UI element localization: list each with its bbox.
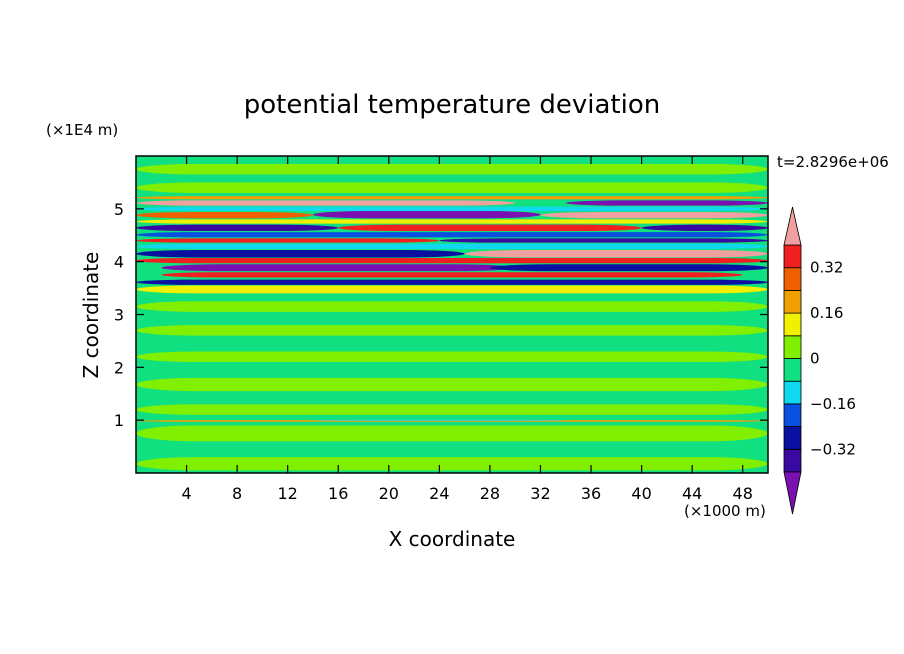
chart-title: potential temperature deviation — [244, 90, 660, 120]
colorbar-bottom-arrow — [783, 471, 802, 515]
contour-band — [161, 272, 743, 278]
x-tick-label: 48 — [733, 484, 753, 503]
x-tick-label: 16 — [328, 484, 348, 503]
y-tick-label: 4 — [114, 253, 124, 272]
contour-band — [136, 206, 768, 211]
colorbar-box — [783, 426, 802, 450]
x-tick-label: 4 — [181, 484, 191, 503]
contour-band — [136, 250, 465, 258]
colorbar-label: −0.32 — [810, 440, 856, 458]
contour-band — [136, 243, 768, 249]
x-tick-label: 36 — [581, 484, 601, 503]
x-axis-label: X coordinate — [389, 527, 516, 551]
contour-band — [489, 264, 768, 272]
contour-band — [136, 457, 768, 471]
contour-band — [338, 224, 642, 232]
x-tick-label: 8 — [232, 484, 242, 503]
contour-band — [439, 238, 768, 243]
x-tick-label: 28 — [480, 484, 500, 503]
contour-band — [136, 232, 768, 238]
colorbar-label: 0.16 — [810, 304, 843, 322]
contour-band — [136, 182, 768, 193]
y-tick-label: 1 — [114, 411, 124, 430]
contour-band — [136, 212, 313, 219]
contour-band — [136, 257, 768, 264]
contour-band — [136, 425, 768, 442]
contour-band — [136, 219, 768, 224]
contour-band — [565, 200, 768, 206]
colorbar-box — [783, 335, 802, 359]
x-tick-label: 24 — [429, 484, 449, 503]
x-tick-label: 12 — [278, 484, 298, 503]
contour-band — [464, 250, 768, 258]
contour-band — [136, 238, 440, 243]
contour-band — [136, 163, 768, 175]
contour-band — [136, 351, 768, 363]
contour-band — [136, 200, 516, 206]
y-tick-label: 5 — [114, 200, 124, 219]
contour-band — [312, 419, 566, 421]
colorbar-box — [783, 267, 802, 291]
contour-band — [136, 279, 768, 285]
colorbar: 0.32 0.16 0 −0.16 −0.32 — [783, 206, 856, 515]
contour-band — [136, 196, 768, 200]
colorbar-box — [783, 380, 802, 405]
x-tick-label: 44 — [682, 484, 702, 503]
y-tick-label: 2 — [114, 358, 124, 377]
y-tick-label: 3 — [114, 306, 124, 325]
contour-band — [161, 264, 516, 272]
plot-area — [136, 156, 768, 473]
colorbar-box — [783, 358, 802, 382]
x-axis: 4 8 12 16 20 24 28 32 36 40 44 48 — [181, 156, 753, 503]
colorbar-box — [783, 448, 802, 473]
time-label: t=2.8296e+06 — [777, 153, 889, 171]
contour-band — [136, 325, 768, 336]
contour-band — [136, 301, 768, 312]
colorbar-label: 0 — [810, 350, 820, 368]
x-tick-label: 32 — [530, 484, 550, 503]
x-tick-label: 20 — [379, 484, 399, 503]
colorbar-label: −0.16 — [810, 395, 856, 413]
y-axis: 1 2 3 4 5 — [114, 200, 768, 430]
contour-band — [136, 404, 768, 415]
y-unit-label: (×1E4 m) — [46, 121, 118, 139]
y-axis-label: Z coordinate — [79, 252, 103, 379]
contour-band — [136, 377, 768, 392]
contour-band — [540, 212, 768, 219]
x-unit-label: (×1000 m) — [684, 502, 766, 520]
colorbar-top-arrow — [783, 206, 802, 246]
contour-band — [641, 224, 768, 232]
colorbar-box — [783, 244, 802, 269]
colorbar-box — [783, 312, 802, 337]
colorbar-box — [783, 289, 802, 314]
x-tick-label: 40 — [631, 484, 651, 503]
colorbar-label: 0.32 — [810, 259, 843, 277]
contour-band — [136, 420, 768, 422]
contour-band — [136, 285, 768, 294]
contour-band — [136, 224, 339, 232]
contour-band — [312, 210, 541, 219]
colorbar-box — [783, 403, 802, 427]
